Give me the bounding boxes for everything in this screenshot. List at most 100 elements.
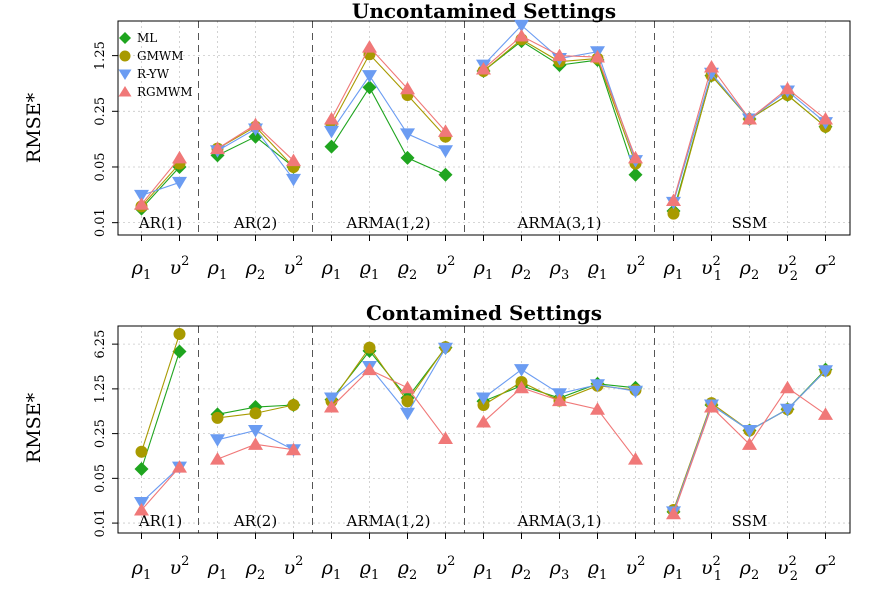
data-point	[134, 189, 149, 203]
series-r-yw	[134, 342, 833, 519]
param-superscript: 2	[181, 554, 189, 569]
series-line	[141, 163, 180, 207]
x-tick-label: υ2	[170, 554, 190, 579]
data-point	[438, 431, 453, 444]
param-subscript: 3	[561, 268, 569, 283]
param-subscript: 2	[751, 568, 759, 583]
y-tick-label: 0.01	[93, 208, 108, 237]
series-line	[672, 74, 826, 212]
param-subscript: 1	[219, 268, 227, 283]
param-symbol: ϱ	[588, 257, 600, 279]
series-line	[331, 53, 446, 138]
x-tick-label: υ2 1	[701, 254, 722, 284]
x-tick-label: σ2	[815, 554, 836, 579]
param-subscript: 1	[485, 268, 493, 283]
y-tick-label: 0.01	[93, 509, 108, 538]
group-label: SSM	[732, 512, 768, 530]
x-tick-label: ϱ1	[588, 257, 607, 283]
data-point	[552, 393, 567, 407]
param-symbol: υ	[284, 557, 296, 579]
param-symbol: ϱ	[398, 557, 410, 579]
y-tick-label: 0.25	[93, 419, 108, 448]
param-symbol: υ	[436, 257, 448, 279]
param-symbol: σ	[815, 557, 829, 579]
data-point	[210, 434, 225, 447]
param-symbol: υ	[701, 557, 713, 579]
param-symbol: ϱ	[360, 257, 372, 279]
x-tick-label: ρ2	[739, 557, 759, 583]
x-tick-label: ρ2	[511, 257, 531, 283]
legend-marker	[119, 32, 131, 44]
y-tick-label: 0.25	[93, 97, 108, 126]
x-tick-label: ρ2	[739, 257, 759, 283]
param-superscript: 2	[789, 554, 797, 569]
y-axis-label: RMSE*	[23, 392, 45, 463]
x-tick-label: ϱ1	[360, 557, 379, 583]
param-symbol: ϱ	[360, 557, 372, 579]
data-point	[248, 424, 263, 438]
param-superscript: 2	[295, 554, 303, 569]
param-symbol: υ	[170, 557, 182, 579]
param-superscript: 2	[447, 554, 455, 569]
group-label: SSM	[732, 214, 768, 232]
group-label: ARMA(1,2)	[346, 512, 431, 530]
param-subscript: 2	[409, 268, 417, 283]
data-point	[324, 125, 339, 139]
x-tick-label: ϱ1	[360, 257, 379, 283]
data-point	[248, 117, 263, 131]
param-subscript: 1	[485, 568, 493, 583]
data-point	[628, 452, 643, 465]
x-tick-label: υ2 1	[701, 554, 722, 584]
param-symbol: ϱ	[398, 257, 410, 279]
data-point	[780, 380, 795, 394]
data-point	[628, 150, 643, 164]
series-line	[141, 466, 180, 511]
data-point	[400, 407, 415, 421]
data-point	[818, 365, 833, 378]
param-subscript: 2	[523, 568, 531, 583]
data-point	[476, 61, 491, 75]
y-tick-label: 0.05	[93, 464, 108, 493]
param-symbol: ρ	[739, 557, 752, 579]
series-line	[331, 74, 446, 152]
data-point	[476, 414, 491, 428]
param-symbol: ρ	[321, 557, 334, 579]
x-tick-label: ρ1	[131, 257, 151, 283]
param-symbol: υ	[436, 557, 448, 579]
x-tick-label: ρ3	[549, 257, 569, 283]
x-tick-label: ρ1	[663, 557, 683, 583]
x-tick-label: υ2	[284, 254, 304, 279]
series-line	[140, 351, 181, 470]
param-symbol: ρ	[207, 557, 220, 579]
param-superscript: 2	[789, 254, 797, 269]
y-tick-label: 0.05	[93, 153, 108, 182]
data-point	[401, 395, 414, 408]
data-point	[134, 197, 149, 210]
data-point	[780, 403, 795, 417]
data-point	[135, 445, 148, 458]
data-point	[400, 380, 415, 394]
x-tick-label: υ2	[170, 254, 190, 279]
data-point	[134, 503, 149, 516]
data-point	[400, 128, 415, 141]
data-point	[324, 112, 339, 125]
data-point	[362, 80, 377, 95]
data-point	[248, 437, 263, 450]
panel-uncontaminated: Uncontamined Settings RMSE* 0.01 0.05 0.25 1.…	[23, 0, 851, 284]
x-tick-label: ρ1	[207, 257, 227, 283]
data-point	[666, 506, 681, 520]
y-axis-label: RMSE*	[23, 92, 45, 163]
param-superscript: 2	[447, 254, 455, 269]
param-symbol: ρ	[473, 257, 486, 279]
series-line	[331, 46, 446, 132]
x-tick-label: ρ1	[473, 257, 493, 283]
data-point	[742, 437, 757, 450]
legend-label: R-YW	[137, 67, 170, 81]
param-symbol: ρ	[245, 557, 258, 579]
param-superscript: 2	[828, 254, 836, 269]
data-point	[514, 29, 529, 42]
group-label: AR(2)	[233, 214, 277, 232]
data-point	[818, 112, 833, 125]
series-line	[141, 181, 180, 196]
